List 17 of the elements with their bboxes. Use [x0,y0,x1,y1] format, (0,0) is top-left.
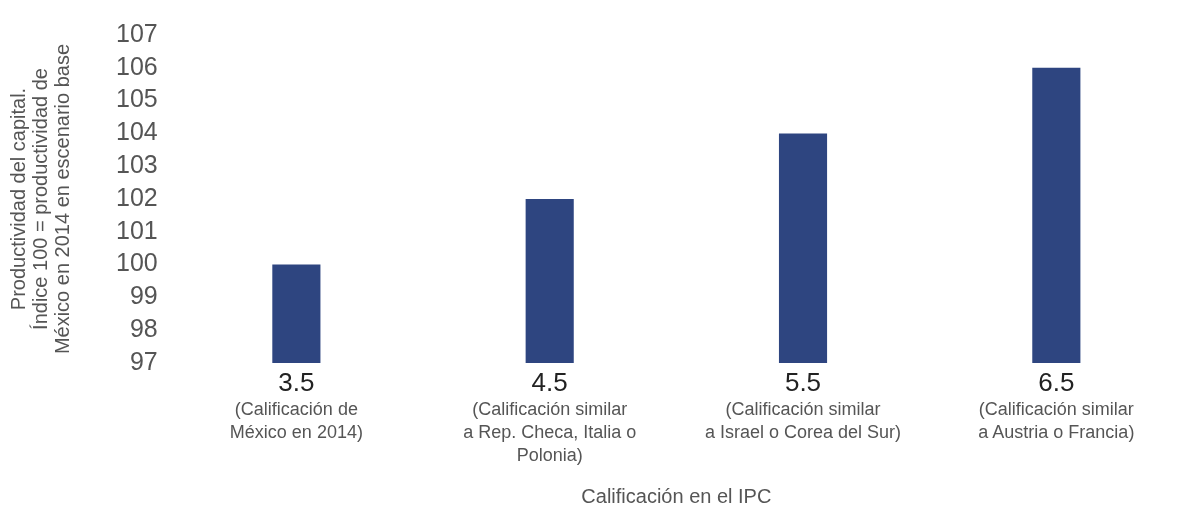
x-tick-label: 4.5 (Calificación similar a Rep. Checa, Italia o Polonia) [463,367,637,465]
y-axis-title: Productividad del capital. Índice 100 = productividad de México en 2014 en escenario base [6,43,73,355]
y-tick-label: 98 [129,314,158,343]
y-tick-label: 104 [115,117,158,146]
x-tick-label: 5.5 (Calificación similar a Israel o Corea del Sur) [704,367,902,442]
y-tick-label: 99 [129,281,158,310]
y-tick-label: 103 [115,150,158,179]
x-tick-label: 3.5 (Calificación de México en 2014) [229,367,363,442]
x-tick-label: 6.5 (Calificación similar a Austria o Francia) [978,367,1135,442]
y-tick-label: 101 [115,215,158,244]
y-tick-label: 102 [115,182,158,211]
y-tick-label: 106 [115,51,158,80]
x-axis-title: Calificación en el IPC [581,484,772,507]
y-tick-label: 97 [129,346,158,375]
y-tick-label: 100 [115,248,158,277]
y-tick-label: 107 [115,18,158,47]
y-tick-label: 105 [115,84,158,113]
